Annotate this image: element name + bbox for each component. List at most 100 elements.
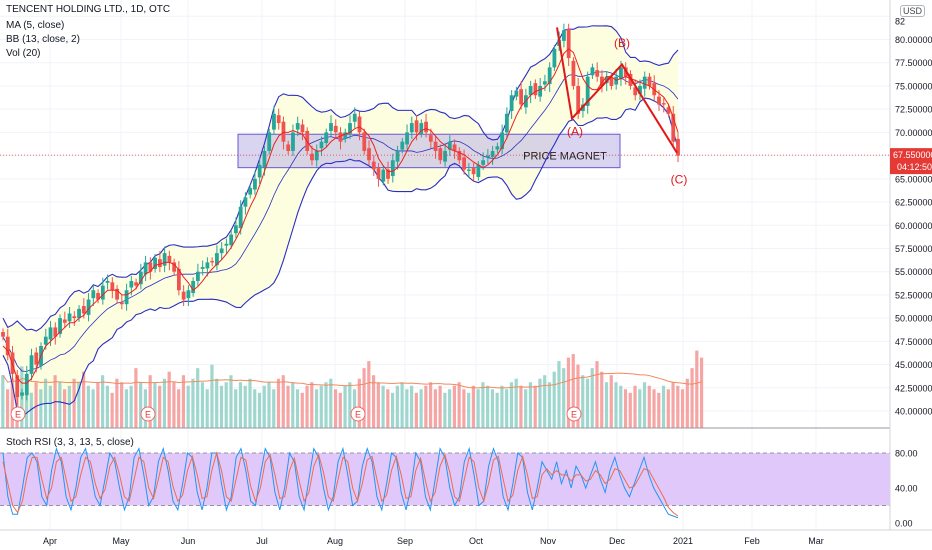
candle-body[interactable] <box>191 280 196 294</box>
candle-body[interactable] <box>504 113 509 133</box>
candle-body[interactable] <box>447 141 452 150</box>
candle-body[interactable] <box>519 89 524 105</box>
candle-body[interactable] <box>452 144 457 151</box>
candle-body[interactable] <box>110 282 115 291</box>
candle-body[interactable] <box>43 336 48 345</box>
candle-body[interactable] <box>153 257 158 269</box>
candle-body[interactable] <box>248 188 253 195</box>
candle-body[interactable] <box>638 85 642 94</box>
candle-body[interactable] <box>362 132 367 151</box>
candle-body[interactable] <box>200 267 205 269</box>
candle-body[interactable] <box>471 168 476 175</box>
candle-body[interactable] <box>67 313 72 322</box>
legend-stoch-rsi[interactable]: Stoch RSI (3, 3, 13, 5, close) <box>6 437 134 448</box>
candle-body[interactable] <box>590 67 595 76</box>
candle-body[interactable] <box>676 138 680 156</box>
candle-body[interactable] <box>485 155 490 158</box>
candle-body[interactable] <box>86 299 91 315</box>
candle-body[interactable] <box>400 141 405 150</box>
candle-body[interactable] <box>619 67 623 80</box>
candle-body[interactable] <box>666 107 671 114</box>
legend-vol[interactable]: Vol (20) <box>6 48 41 59</box>
candle-body[interactable] <box>443 150 447 162</box>
candle-body[interactable] <box>291 132 295 151</box>
earnings-marker[interactable] <box>140 406 156 422</box>
candle-body[interactable] <box>181 291 186 300</box>
candle-body[interactable] <box>562 30 566 41</box>
candle-body[interactable] <box>314 150 319 161</box>
candle-body[interactable] <box>324 132 329 144</box>
candle-body[interactable] <box>20 392 24 396</box>
candle-body[interactable] <box>343 132 348 139</box>
candle-body[interactable] <box>462 157 466 170</box>
candle-body[interactable] <box>105 280 110 283</box>
candle-body[interactable] <box>62 319 67 323</box>
candle-body[interactable] <box>148 262 153 272</box>
candle-body[interactable] <box>157 259 162 268</box>
candle-body[interactable] <box>34 352 39 365</box>
candle-body[interactable] <box>424 121 428 133</box>
candle-body[interactable] <box>409 123 414 133</box>
candle-body[interactable] <box>395 150 400 162</box>
candle-body[interactable] <box>224 243 229 246</box>
candle-body[interactable] <box>490 150 495 157</box>
candle-body[interactable] <box>481 160 486 165</box>
candle-body[interactable] <box>162 253 167 266</box>
candle-body[interactable] <box>528 85 533 96</box>
candle-body[interactable] <box>267 132 272 151</box>
candle-body[interactable] <box>633 87 638 96</box>
candle-body[interactable] <box>276 115 281 124</box>
candle-body[interactable] <box>253 178 257 190</box>
candle-body[interactable] <box>543 81 547 85</box>
candle-body[interactable] <box>371 161 376 170</box>
candle-body[interactable] <box>77 308 81 319</box>
candle-body[interactable] <box>72 316 77 319</box>
candle-body[interactable] <box>300 124 305 133</box>
candle-body[interactable] <box>547 67 552 85</box>
earnings-marker[interactable] <box>566 406 582 422</box>
candle-body[interactable] <box>310 153 314 161</box>
candle-body[interactable] <box>119 302 124 305</box>
candle-body[interactable] <box>367 148 371 161</box>
candlesticks[interactable] <box>1 23 680 405</box>
candle-body[interactable] <box>281 121 286 142</box>
candle-body[interactable] <box>48 327 53 340</box>
candle-body[interactable] <box>15 375 20 398</box>
candle-body[interactable] <box>243 197 248 207</box>
candle-body[interactable] <box>115 288 119 300</box>
candle-body[interactable] <box>500 132 505 150</box>
candle-body[interactable] <box>286 144 291 151</box>
candle-body[interactable] <box>671 113 676 142</box>
candle-body[interactable] <box>257 164 262 178</box>
candle-body[interactable] <box>509 95 514 112</box>
candle-body[interactable] <box>96 293 100 300</box>
candle-body[interactable] <box>333 125 338 133</box>
candle-body[interactable] <box>585 76 590 106</box>
candle-body[interactable] <box>495 146 500 150</box>
candle-body[interactable] <box>657 96 661 105</box>
candle-body[interactable] <box>609 78 614 86</box>
candle-body[interactable] <box>352 113 357 122</box>
candle-body[interactable] <box>595 70 600 77</box>
candle-body[interactable] <box>205 262 210 269</box>
candle-body[interactable] <box>476 164 481 177</box>
candle-body[interactable] <box>533 83 538 96</box>
legend-ma[interactable]: MA (5, close) <box>6 20 65 31</box>
candle-body[interactable] <box>262 150 267 168</box>
candle-body[interactable] <box>600 76 604 86</box>
candle-body[interactable] <box>129 280 134 288</box>
candle-body[interactable] <box>329 123 333 131</box>
earnings-marker[interactable] <box>10 406 26 422</box>
candle-body[interactable] <box>642 76 647 89</box>
candle-body[interactable] <box>91 290 96 299</box>
candle-body[interactable] <box>29 355 34 374</box>
candle-body[interactable] <box>428 135 433 142</box>
candle-body[interactable] <box>405 132 409 145</box>
candle-body[interactable] <box>186 290 191 299</box>
abc-wave-drawing[interactable]: (A) (B) (C) <box>556 27 687 186</box>
earnings-marker[interactable] <box>350 406 366 422</box>
candle-body[interactable] <box>566 28 571 59</box>
candle-body[interactable] <box>81 306 86 314</box>
candle-body[interactable] <box>338 132 343 142</box>
